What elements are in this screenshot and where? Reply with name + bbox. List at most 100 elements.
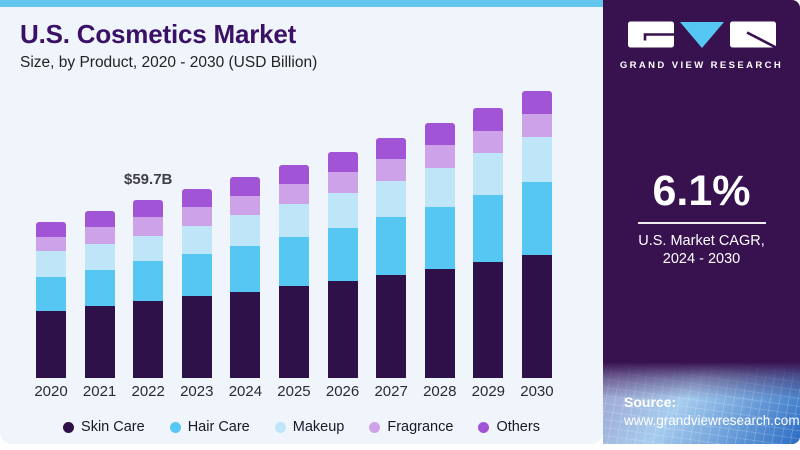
bar-2021: 2021 (83, 78, 116, 400)
x-axis-label-2027: 2027 (374, 383, 408, 400)
bar-segment-others-2022 (133, 200, 164, 218)
bar-segment-skin-care-2022 (133, 300, 164, 378)
bar-segment-makeup-2026 (327, 193, 358, 228)
legend-item-others: Others (478, 419, 540, 435)
x-axis-label-2030: 2030 (520, 383, 554, 400)
x-axis-label-2028: 2028 (423, 383, 457, 400)
chart-header: U.S. Cosmetics Market Size, by Product, … (20, 19, 317, 72)
bar-stack-2026 (327, 151, 358, 378)
bar-segment-fragrance-2020 (36, 237, 66, 252)
legend-label-skin-care: Skin Care (81, 419, 145, 435)
bar-segment-others-2025 (278, 164, 309, 184)
bar-2024: 2024 (229, 78, 262, 400)
bar-2025: 2025 (277, 78, 311, 400)
logo-letter-g-icon (627, 21, 674, 48)
source-box: Source: www.grandviewresearch.com (603, 362, 800, 444)
bar-stack-2024 (230, 176, 261, 378)
x-axis-label-2029: 2029 (471, 383, 506, 400)
legend-swatch-hair-care-icon (169, 421, 181, 433)
x-axis-label-2021: 2021 (82, 383, 117, 400)
bar-segment-skin-care-2029 (473, 262, 504, 378)
x-axis-label-2023: 2023 (180, 383, 214, 400)
bar-segment-others-2026 (327, 151, 358, 172)
bar-segment-hair-care-2025 (278, 236, 309, 287)
source-label: Source: (624, 394, 677, 410)
bar-segment-skin-care-2023 (181, 296, 212, 378)
gvr-logo-marks (627, 21, 777, 49)
bar-segment-others-2020 (36, 221, 66, 238)
logo-letter-r-icon (729, 21, 777, 49)
top-accent-bar (0, 0, 603, 7)
legend-label-others: Others (496, 419, 540, 435)
bar-segment-fragrance-2030 (521, 114, 552, 138)
bar-stack-2028 (424, 123, 455, 378)
bar-stack-2025 (278, 164, 309, 378)
x-axis-label-2025: 2025 (277, 383, 311, 400)
bar-segment-others-2027 (376, 137, 407, 159)
bar-segment-makeup-2028 (424, 167, 455, 207)
bar-segment-others-2021 (84, 210, 115, 228)
bar-segment-makeup-2021 (84, 243, 115, 270)
bar-2027: 2027 (374, 78, 408, 400)
source-url[interactable]: www.grandviewresearch.com (624, 413, 800, 428)
x-axis-label-2020: 2020 (34, 383, 68, 400)
brand-name: GRAND VIEW RESEARCH (619, 60, 784, 71)
bar-stack-2029 (473, 107, 504, 378)
bar-stack-2027 (376, 137, 407, 378)
bar-segment-others-2030 (521, 90, 552, 115)
bar-segment-fragrance-2023 (181, 206, 212, 226)
bar-segment-others-2024 (230, 176, 261, 196)
cagr-label-line1: U.S. Market CAGR, (638, 232, 765, 249)
bar-stack-2022 (133, 200, 164, 378)
cagr-stat: 6.1% U.S. Market CAGR, 2024 - 2030 (603, 170, 800, 269)
value-annotation: $59.7B (124, 171, 173, 189)
x-axis-label-2024: 2024 (228, 383, 263, 400)
bar-segment-others-2023 (181, 188, 212, 207)
bar-segment-fragrance-2024 (230, 195, 261, 216)
bar-2029: 2029 (472, 78, 505, 400)
bar-segment-hair-care-2028 (424, 206, 455, 269)
bar-segment-others-2028 (424, 123, 455, 146)
bar-segment-makeup-2022 (133, 235, 164, 262)
bar-segment-fragrance-2027 (376, 158, 407, 181)
page-subtitle: Size, by Product, 2020 - 2030 (USD Billi… (20, 54, 318, 71)
source-fade (603, 362, 800, 444)
bar-stack-2030 (521, 90, 552, 378)
bar-segment-skin-care-2027 (376, 274, 407, 378)
bar-segment-skin-care-2030 (521, 254, 552, 378)
bar-segment-fragrance-2022 (133, 217, 164, 236)
brand-sidebar: GRAND VIEW RESEARCH 6.1% U.S. Market CAG… (603, 0, 800, 444)
bar-stack-2021 (84, 210, 115, 378)
bar-segment-skin-care-2024 (230, 291, 261, 378)
bar-segment-skin-care-2025 (278, 286, 309, 378)
bar-segment-hair-care-2026 (327, 227, 358, 281)
legend-swatch-skin-care-icon (63, 421, 75, 433)
bar-segment-makeup-2023 (181, 225, 212, 254)
bar-segment-skin-care-2028 (424, 268, 455, 378)
stacked-bar-chart: 2020 2021 $59.7B 2022 2023 2024 2025 2026 2027 20… (34, 78, 554, 400)
cagr-value: 6.1% (652, 167, 751, 215)
legend-swatch-fragrance-icon (369, 421, 381, 433)
bar-2023: 2023 (180, 78, 213, 400)
legend-label-hair-care: Hair Care (187, 419, 250, 435)
chart-legend: Skin Care Hair Care Makeup Fragrance Others (0, 419, 603, 435)
bar-segment-makeup-2020 (36, 251, 66, 278)
bar-stack-2020 (36, 221, 66, 378)
bar-segment-makeup-2027 (376, 180, 407, 218)
bar-2022: $59.7B 2022 (124, 78, 172, 400)
bar-2020: 2020 (34, 78, 68, 400)
bar-segment-hair-care-2024 (230, 245, 261, 292)
legend-label-makeup: Makeup (292, 419, 345, 435)
bar-2030: 2030 (520, 78, 554, 400)
legend-swatch-makeup-icon (274, 421, 286, 433)
bar-segment-skin-care-2021 (84, 306, 115, 378)
bar-segment-fragrance-2025 (278, 183, 309, 205)
bar-2028: 2028 (423, 78, 456, 400)
bar-segment-hair-care-2030 (521, 181, 552, 255)
bar-segment-fragrance-2028 (424, 145, 455, 168)
bar-segment-hair-care-2027 (376, 217, 407, 275)
bar-segment-makeup-2025 (278, 204, 309, 237)
x-axis-label-2026: 2026 (325, 383, 360, 400)
bar-segment-fragrance-2026 (327, 171, 358, 194)
